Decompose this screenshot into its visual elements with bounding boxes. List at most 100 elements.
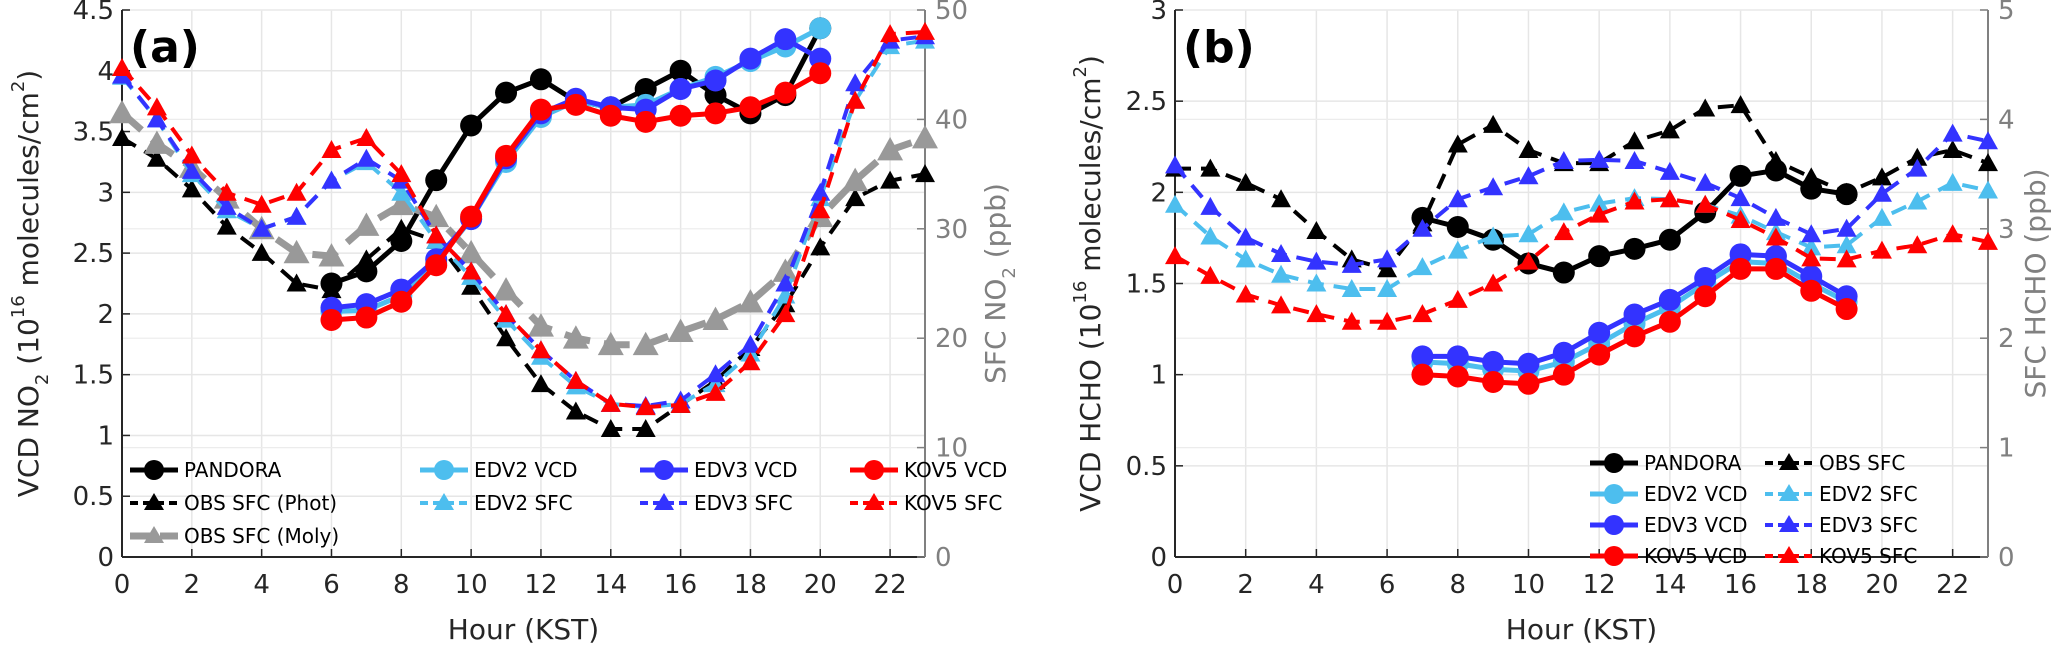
- data-point-kov5-vcd: [704, 102, 727, 125]
- data-point-obs-sfc-phot: [880, 170, 901, 189]
- data-point-obs-sfc-moly: [597, 331, 624, 356]
- data-point-obs-sfc-moly: [772, 258, 799, 282]
- data-point-kov5-sfc: [1377, 311, 1398, 330]
- data-point-edv2-sfc: [1589, 193, 1610, 212]
- data-point-edv3-sfc: [1483, 177, 1504, 196]
- legend-label: EDV2 SFC: [1819, 482, 1918, 506]
- x-tick-label: 14: [1653, 570, 1686, 600]
- data-point-edv3-vcd: [1623, 303, 1646, 326]
- x-tick-label: 16: [664, 570, 697, 600]
- y-tick-label: 2.5: [1126, 87, 1167, 117]
- y2-tick-label: 30: [935, 215, 968, 245]
- data-point-kov5-sfc: [391, 164, 412, 183]
- data-point-obs-sfc: [1801, 167, 1822, 186]
- data-point-obs-sfc-phot: [216, 216, 237, 235]
- data-point-kov5-vcd: [809, 62, 832, 85]
- y-tick-label: 0.5: [73, 482, 114, 512]
- data-point-kov5-sfc: [112, 57, 132, 76]
- x-tick-label: 6: [1379, 570, 1396, 600]
- data-point-kov5-vcd: [390, 290, 413, 313]
- data-point-kov5-sfc: [216, 182, 237, 201]
- legend-label: EDV3 VCD: [1644, 513, 1748, 537]
- data-point-kov5-vcd: [1446, 365, 1469, 388]
- y2-tick-label: 10: [935, 434, 968, 464]
- data-point-edv3-sfc: [321, 170, 342, 189]
- data-point-obs-sfc-moly: [493, 277, 520, 301]
- legend: PANDORA OBS SFC (Phot) OBS SFC (Moly) EDV2 …: [130, 458, 1007, 548]
- data-point-kov5-sfc: [880, 24, 901, 43]
- data-point-kov5-vcd: [599, 104, 622, 127]
- x-tick-label: 8: [1450, 570, 1467, 600]
- data-point-obs-sfc: [1235, 172, 1256, 191]
- data-point-obs-sfc-phot: [181, 179, 202, 198]
- data-point-edv3-sfc: [740, 334, 761, 353]
- data-point-obs-sfc-phot: [845, 188, 866, 207]
- x-tick-label: 14: [594, 570, 627, 600]
- legend-item-obs-sfc: OBS SFC: [1765, 451, 1905, 475]
- data-point-obs-sfc: [1765, 150, 1786, 169]
- data-point-pandora: [529, 68, 552, 91]
- data-point-kov5-vcd: [425, 254, 448, 277]
- data-point-kov5-vcd: [1588, 343, 1611, 366]
- data-point-obs-sfc: [1377, 259, 1398, 278]
- data-point-edv3-sfc: [705, 364, 726, 383]
- data-point-kov5-vcd: [564, 93, 587, 116]
- data-point-obs-sfc-moly: [109, 99, 135, 124]
- data-point-obs-sfc-moly: [388, 191, 415, 216]
- legend-label: OBS SFC (Phot): [184, 491, 337, 515]
- x-tick-label: 18: [1795, 570, 1828, 600]
- y-tick-label: 2: [97, 300, 114, 330]
- data-point-edv3-vcd: [669, 78, 692, 101]
- legend-swatch-marker: [434, 460, 454, 480]
- panel-a-no2: 0 2 4 6 8 10 12 14 16 18 20 2200.511.522.533.544.50…: [8, 0, 1020, 646]
- data-point-edv3-vcd: [1658, 288, 1681, 311]
- data-point-kov5-sfc: [251, 194, 272, 213]
- data-point-edv3-sfc: [775, 273, 796, 292]
- y2-tick-label: 0: [935, 543, 952, 573]
- data-point-obs-sfc-phot: [112, 127, 132, 146]
- series-line-obs-sfc-moly: [119, 110, 927, 349]
- data-point-kov5-sfc: [705, 382, 726, 401]
- series-kov5-sfc: [112, 21, 935, 416]
- data-point-kov5-sfc: [321, 140, 342, 159]
- data-point-pandora: [1623, 237, 1646, 260]
- x-tick-label: 22: [1936, 570, 1969, 600]
- data-point-kov5-sfc: [461, 261, 482, 280]
- data-point-edv3-sfc: [1447, 189, 1468, 208]
- data-point-kov5-vcd: [1729, 257, 1752, 280]
- y2-tick-label: 2: [1998, 324, 2015, 354]
- x-tick-label: 2: [1237, 570, 1254, 600]
- data-point-kov5-sfc: [1165, 246, 1185, 265]
- data-point-edv3-vcd: [1482, 350, 1505, 373]
- y-tick-label: 0: [97, 543, 114, 573]
- legend-swatch-marker: [1779, 515, 1799, 532]
- data-point-kov5-sfc: [1271, 295, 1292, 314]
- x-axis-title: Hour (KST): [1506, 613, 1657, 646]
- data-point-obs-sfc-phot: [251, 242, 272, 261]
- data-point-kov5-vcd: [529, 98, 552, 121]
- data-point-obs-sfc: [1659, 120, 1680, 139]
- y-axis-title: VCD HCHO (1016 molecules/cm2): [1070, 55, 1107, 512]
- legend-label: EDV2 VCD: [474, 458, 578, 482]
- data-point-kov5-sfc: [670, 394, 691, 413]
- data-point-obs-sfc-phot: [915, 164, 935, 183]
- legend-swatch-marker: [1604, 546, 1624, 566]
- legend-item-kov5-sfc: KOV5 SFC: [850, 491, 1002, 515]
- legend-item-obs-sfc-moly: OBS SFC (Moly): [130, 524, 339, 548]
- data-point-kov5-sfc: [740, 352, 761, 371]
- data-point-kov5-vcd: [634, 110, 657, 133]
- data-point-kov5-sfc: [1836, 249, 1857, 268]
- legend-label: EDV2 SFC: [474, 491, 573, 515]
- y-tick-label: 1.5: [73, 361, 114, 391]
- x-tick-label: 2: [184, 570, 201, 600]
- x-tick-label: 20: [1865, 570, 1898, 600]
- legend-item-edv2-vcd: EDV2 VCD: [1590, 482, 1748, 506]
- data-point-kov5-sfc: [530, 340, 551, 359]
- data-point-kov5-sfc: [426, 225, 447, 244]
- data-point-obs-sfc: [1306, 220, 1327, 239]
- data-point-edv3-sfc: [1377, 249, 1398, 268]
- data-point-kov5-sfc: [565, 370, 586, 389]
- data-point-edv3-sfc: [1341, 254, 1362, 273]
- legend-swatch-marker: [1604, 484, 1624, 504]
